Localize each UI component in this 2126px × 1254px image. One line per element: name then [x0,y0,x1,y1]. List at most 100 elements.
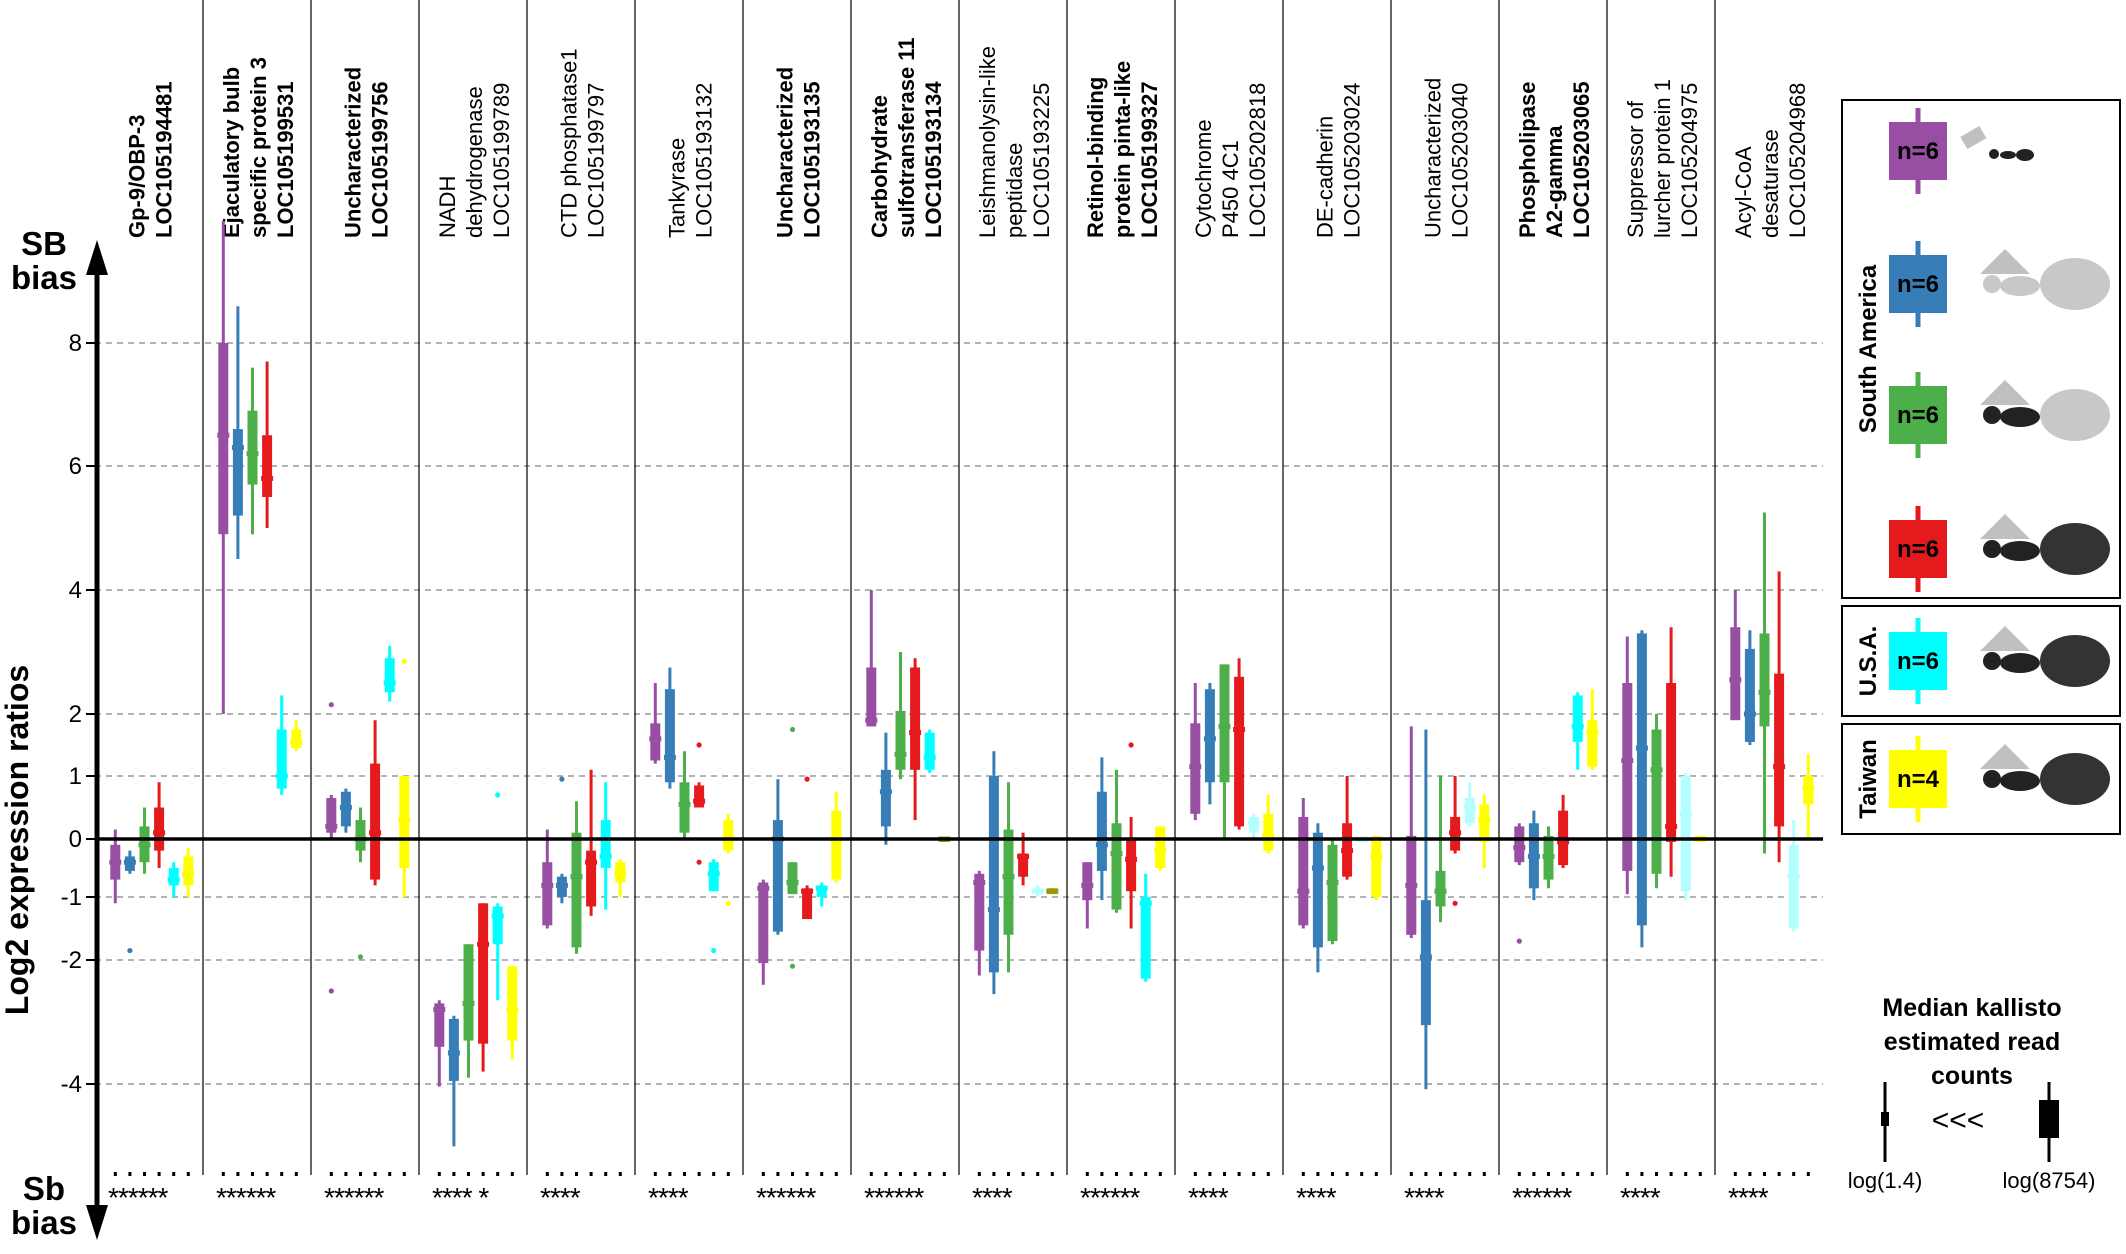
box-mark [339,788,352,833]
box-body [168,868,179,886]
median-mark [1218,723,1231,729]
ant-wings-illustration [1980,514,2030,539]
box-body [816,885,827,897]
gene-label: Gp-9/OBP-3LOC105194481 [125,81,177,238]
median-mark [1773,764,1786,770]
median-mark [599,853,612,859]
legend-n-label: n=4 [1897,766,1940,793]
outlier-point [328,702,334,708]
box-body [586,850,597,907]
median-mark [678,801,691,807]
box-mark [1787,820,1800,932]
gene-label: Suppressor oflurcher protein 1LOC1052049… [1623,79,1702,238]
box-mark [1002,782,1015,973]
median-mark [1449,830,1462,836]
row-tick [1698,1172,1702,1176]
row-tick [899,1172,902,1176]
box-mark [570,801,583,954]
row-tick [1561,1172,1565,1176]
box-body [571,832,582,948]
box-body [1327,844,1338,942]
median-mark [433,1007,446,1013]
box-mark [383,645,396,702]
median-mark [1586,730,1599,736]
box-mark [1370,835,1383,901]
median-mark [815,885,828,891]
box-mark [1419,729,1432,1090]
gene-label-text: CytochromeP450 4C1LOC105202818 [1191,83,1270,238]
box-body [1111,823,1122,910]
box-body [1204,689,1215,783]
box-body [910,667,921,770]
ant-head-illustration [1983,652,2001,670]
row-tick [388,1172,392,1176]
star-label: ****** [864,1182,924,1213]
box-body [507,966,518,1041]
row-tick [186,1172,190,1176]
box-body [154,807,165,851]
box-body [492,906,503,945]
median-mark [1002,874,1015,880]
median-mark [1247,820,1260,826]
row-tick [143,1172,146,1176]
box-mark [369,720,382,886]
row-tick [402,1172,406,1176]
ant-thorax-illustration [2000,653,2040,673]
median-mark [1341,848,1354,854]
y-tick-label: 1 [69,763,82,790]
row-tick [1777,1172,1781,1176]
legend-group-label-group: Taiwan [1855,739,1882,819]
legend: South America U.S.A. Taiwan n=6 n=6 n=6 n=6 n=6… [1841,99,2121,835]
box-body [262,435,273,497]
median-mark [1743,711,1756,717]
median-mark [1802,786,1815,792]
median-mark [1679,811,1692,817]
box-body [434,1003,445,1047]
row-tick [869,1172,873,1176]
median-mark [909,730,922,736]
row-tick [1374,1172,1378,1176]
star-label: **** [972,1182,1013,1213]
box-mark [153,782,166,868]
box-mark [1046,888,1059,895]
gene-label-text: TankyraseLOC105193132 [665,83,717,238]
outlier-point [495,792,501,798]
box-mark [722,813,735,906]
box-body [1572,695,1583,742]
outlier-point [789,963,796,969]
ant-wings-illustration [1960,125,1987,150]
box-body [463,944,474,1041]
box-mark [1743,630,1756,745]
box-body [232,429,243,516]
median-mark [1621,758,1634,763]
box-body [1420,900,1431,1026]
median-mark [894,751,907,757]
row-tick [1252,1172,1256,1176]
legend-group-label: U.S.A. [1855,626,1882,697]
read-count-high-label: log(8754) [2003,1168,2096,1193]
box-mark [1031,885,1044,897]
legend-n-label: n=6 [1897,271,1939,298]
row-tick [128,1172,132,1176]
box-body [831,810,842,880]
row-tick [1050,1172,1054,1176]
row-tick [776,1172,780,1176]
row-tick [265,1172,269,1176]
box-mark [1621,636,1634,895]
gene-label: NADHdehydrogenaseLOC105199789 [435,83,514,238]
box-mark [1341,776,1354,880]
box-mark [109,829,122,904]
box-body [758,882,769,964]
box-body [787,862,798,895]
ant-abdomen-illustration [2040,389,2110,441]
median-mark [1729,677,1742,683]
row-tick [1684,1172,1688,1176]
box-mark [1297,798,1310,929]
row-tick [604,1172,608,1176]
box-mark [1542,826,1555,889]
row-tick [510,1172,514,1176]
median-mark [1297,888,1310,894]
ant-head-illustration [1983,275,2001,293]
box-body [1680,776,1691,892]
row-tick [618,1172,622,1176]
